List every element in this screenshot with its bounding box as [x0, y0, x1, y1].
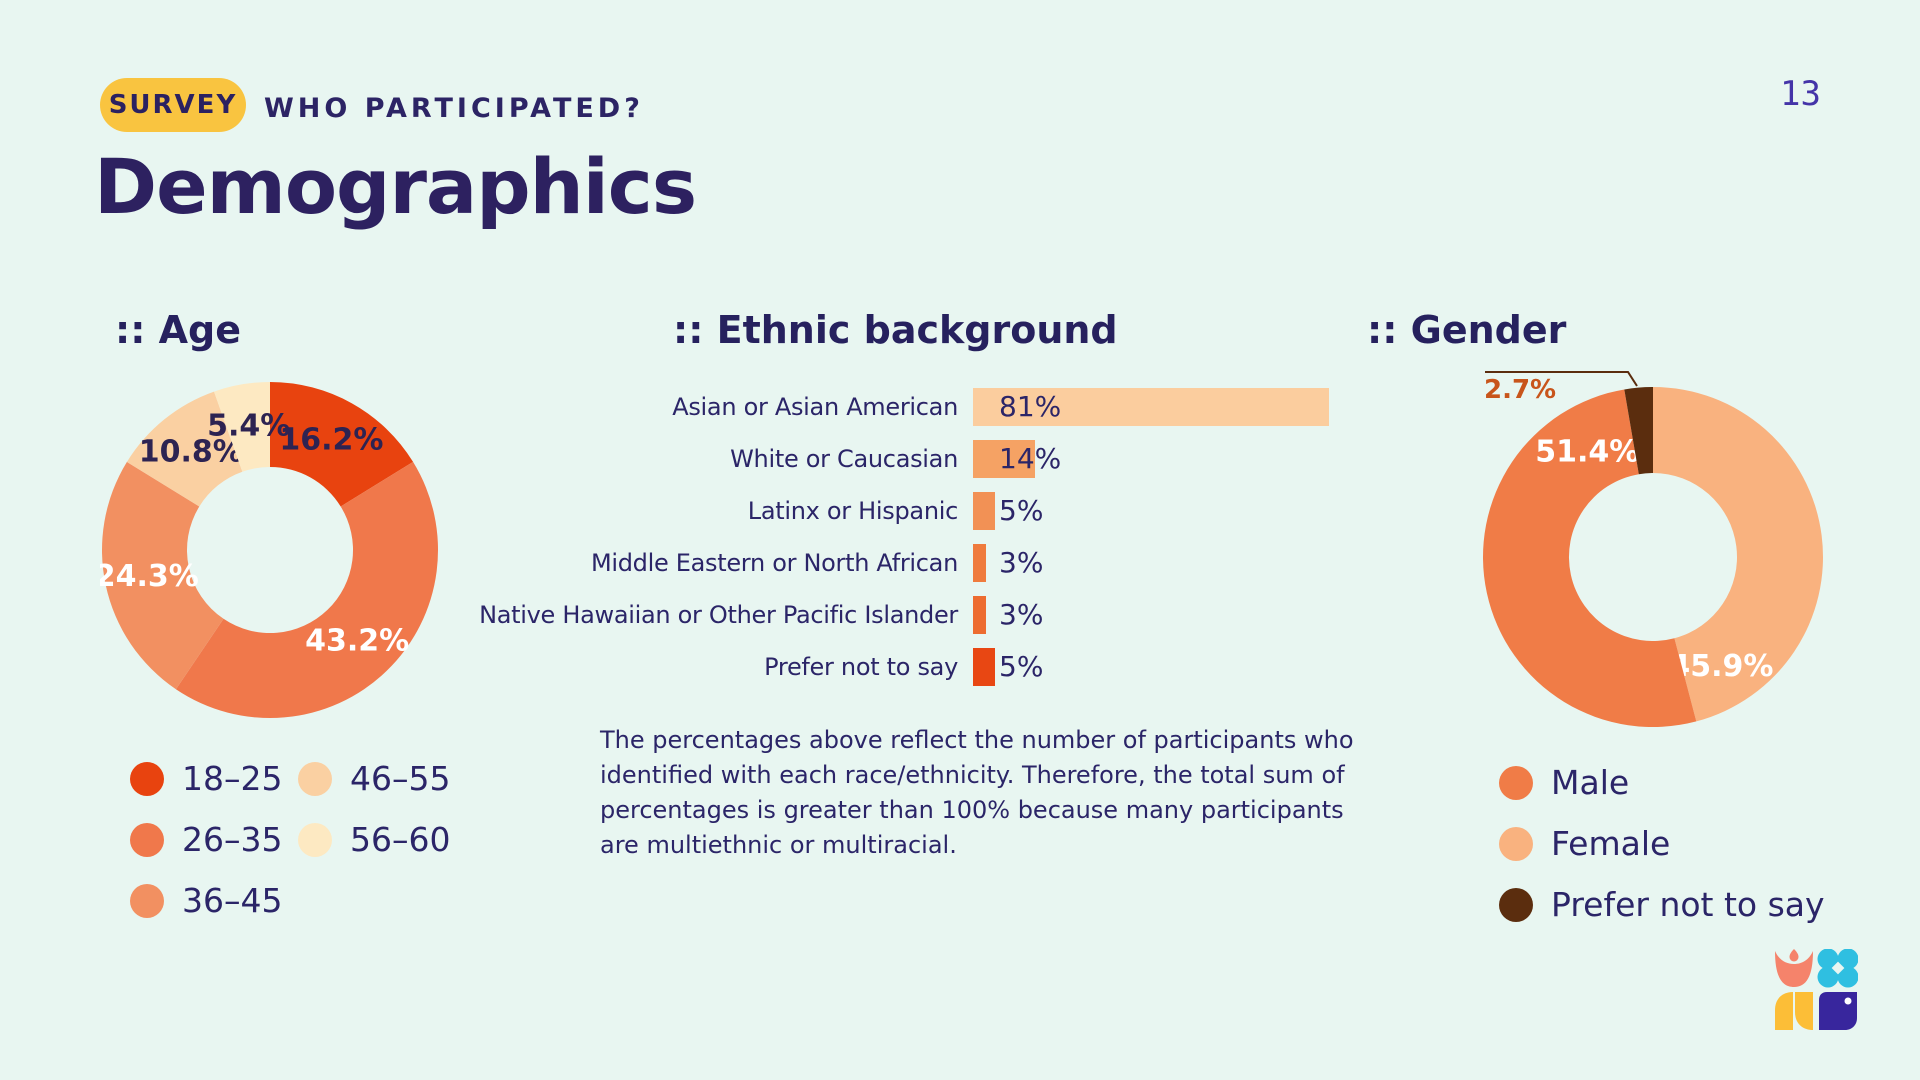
ethnic-value-middle-eastern-or-north-african: 3%	[999, 546, 1044, 579]
age-slice-46-55	[126, 391, 243, 507]
legend-label: Male	[1551, 763, 1630, 802]
ethnic-note: The percentages above reflect the number…	[600, 726, 1354, 859]
legend-dot-icon	[130, 883, 164, 918]
age-legend-item-56-60: 56–60	[298, 809, 450, 870]
ethnic-category-white-or-caucasian: White or Caucasian	[730, 445, 958, 473]
age-slice-26-35	[175, 461, 439, 719]
ethnic-bar-middle-eastern-or-north-african	[973, 544, 987, 582]
logo-leaves-icon	[1775, 992, 1813, 1030]
logo-fish-icon	[1819, 992, 1857, 1030]
legend-dot-icon	[1499, 826, 1533, 861]
gender-value-label-male: 51.4%	[1535, 434, 1639, 469]
age-value-label-46-55: 10.8%	[139, 435, 243, 470]
age-legend: 18–25 26–35 36–45 46–55 56–60	[130, 748, 450, 931]
logo-tulip-icon	[1775, 949, 1813, 987]
ethnic-category-latinx-or-hispanic: Latinx or Hispanic	[747, 497, 959, 525]
legend-label: Female	[1551, 824, 1671, 863]
ethnic-bar-latinx-or-hispanic	[973, 492, 995, 530]
gender-donut-chart: 45.9% 51.4%	[1482, 371, 1823, 728]
gender-prefer-not-to-say-value: 2.7%	[1484, 375, 1557, 405]
age-donut-chart: 16.2% 43.2% 24.3% 10.8%5.4%	[100, 382, 439, 719]
ethnic-category-native-hawaiian-or-other-pacific-islander: Native Hawaiian or Other Pacific Islande…	[479, 601, 958, 629]
page-number: 13	[1780, 74, 1821, 114]
gender-callout-line	[1485, 371, 1638, 387]
age-value-label-36-45: 24.3%	[100, 559, 199, 594]
legend-dot-icon	[130, 822, 164, 857]
brand-logo	[1775, 949, 1858, 1030]
legend-dot-icon	[1499, 765, 1533, 800]
legend-dot-icon	[1499, 887, 1533, 922]
gender-slice-male	[1482, 389, 1697, 728]
age-value-label-18-25: 16.2%	[279, 423, 383, 458]
ethnic-bar-white-or-caucasian	[973, 440, 1035, 478]
gender-legend-item-prefer-not-to-say: Prefer not to say	[1499, 874, 1825, 935]
ethnic-bar-asian-or-asian-american	[973, 388, 1330, 426]
ethnic-value-white-or-caucasian: 14%	[999, 442, 1062, 475]
gender-legend: Male Female Prefer not to say	[1499, 752, 1825, 935]
ethnic-category-asian-or-asian-american: Asian or Asian American	[672, 393, 958, 421]
legend-label: 36–45	[182, 881, 283, 920]
ethnic-bar-prefer-not-to-say	[973, 648, 995, 686]
legend-label: 46–55	[350, 759, 451, 798]
survey-badge: SURVEY	[100, 78, 246, 132]
age-slice-36-45	[101, 461, 224, 690]
legend-label: Prefer not to say	[1551, 885, 1825, 924]
ethnic-bar-row: Prefer not to say 5%	[398, 641, 1428, 693]
age-legend-item-36-45: 36–45	[130, 870, 298, 931]
ethnic-value-latinx-or-hispanic: 5%	[999, 494, 1044, 527]
legend-label: 26–35	[182, 820, 283, 859]
gender-value-label-female: 45.9%	[1669, 649, 1773, 684]
gender-legend-item-female: Female	[1499, 813, 1825, 874]
age-legend-item-26-35: 26–35	[130, 809, 298, 870]
legend-dot-icon	[298, 822, 332, 857]
ethnic-category-middle-eastern-or-north-african: Middle Eastern or North African	[590, 549, 958, 577]
slide-title: Demographics	[94, 142, 697, 231]
ethnic-bar-row: Latinx or Hispanic 5%	[398, 485, 1428, 537]
logo-clover-icon	[1817, 949, 1858, 988]
ethnic-value-prefer-not-to-say: 5%	[999, 650, 1044, 683]
survey-badge-label: SURVEY	[108, 90, 238, 120]
age-slice-18-25	[270, 382, 414, 507]
ethnic-bar-native-hawaiian-or-other-pacific-islander	[973, 596, 987, 634]
ethnic-category-prefer-not-to-say: Prefer not to say	[764, 653, 958, 681]
legend-label: 56–60	[350, 820, 451, 859]
age-section-title: :: Age	[115, 308, 242, 352]
ethnic-section-title: :: Ethnic background	[673, 308, 1118, 352]
ethnic-bar-row: Native Hawaiian or Other Pacific Islande…	[398, 589, 1428, 641]
gender-legend-item-male: Male	[1499, 752, 1825, 813]
ethnic-value-native-hawaiian-or-other-pacific-islander: 3%	[999, 598, 1044, 631]
ethnic-bar-row: Middle Eastern or North African 3%	[398, 537, 1428, 589]
ethnic-bar-chart: Asian or Asian American 81% White or Cauca…	[398, 381, 1428, 693]
legend-dot-icon	[130, 761, 164, 796]
ethnic-value-asian-or-asian-american: 81%	[999, 390, 1062, 423]
age-slice-56-60	[214, 382, 270, 472]
kicker-text: WHO PARTICIPATED?	[264, 93, 644, 124]
gender-slice-female	[1653, 387, 1823, 722]
ethnic-bar-row: White or Caucasian 14%	[398, 433, 1428, 485]
ethnic-bar-row: Asian or Asian American 81%	[398, 381, 1428, 433]
age-value-label-56-60: 5.4%	[207, 408, 290, 443]
age-legend-item-18-25: 18–25	[130, 748, 298, 809]
age-legend-item-46-55: 46–55	[298, 748, 450, 809]
gender-section-title: :: Gender	[1367, 308, 1567, 352]
gender-slice-prefer-not-to-say	[1624, 387, 1653, 475]
age-value-label-26-35: 43.2%	[305, 624, 409, 659]
legend-dot-icon	[298, 761, 332, 796]
legend-label: 18–25	[182, 759, 283, 798]
